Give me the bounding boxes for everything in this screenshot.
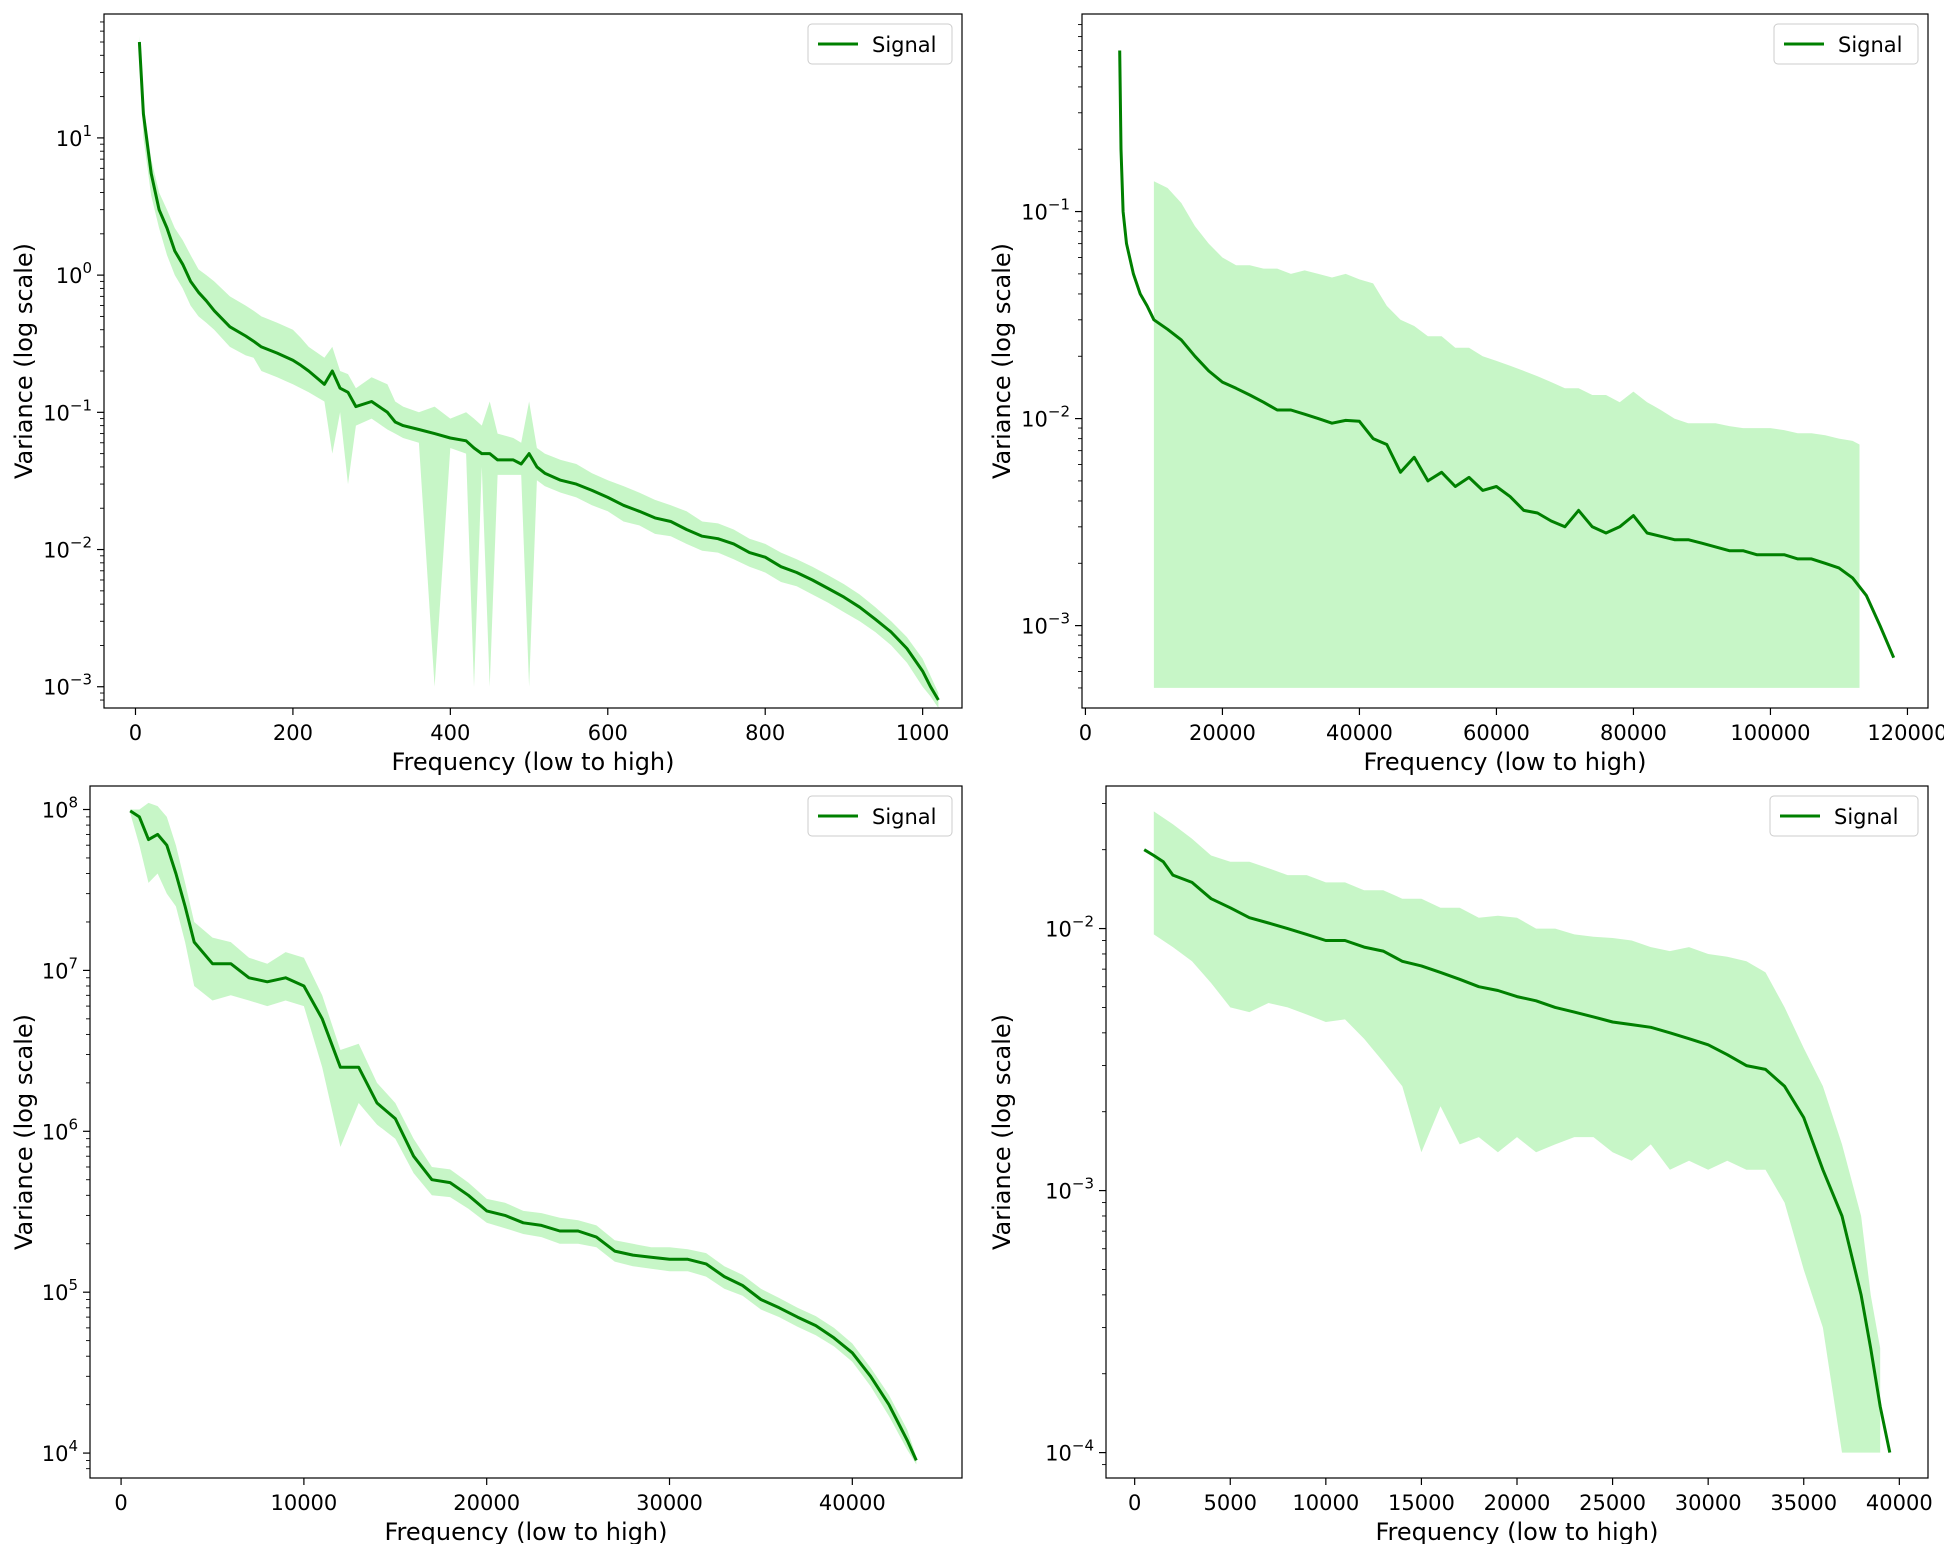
variance-band-2-0 bbox=[130, 802, 917, 1465]
y-tick-label: 10−2 bbox=[1021, 403, 1070, 432]
x-axis-label: Frequency (low to high) bbox=[1364, 748, 1647, 776]
x-tick-label: 25000 bbox=[1579, 1491, 1646, 1515]
x-axis-label: Frequency (low to high) bbox=[385, 1518, 668, 1544]
legend: Signal bbox=[807, 23, 953, 65]
legend-label: Signal bbox=[872, 805, 937, 829]
x-tick-label: 5000 bbox=[1204, 1491, 1257, 1515]
x-tick-label: 20000 bbox=[1189, 721, 1256, 745]
x-tick-label: 400 bbox=[430, 721, 470, 745]
signal-line-1-0 bbox=[1118, 50, 1896, 659]
y-axis-label: Variance (log scale) bbox=[10, 1014, 38, 1250]
x-tick-label: 10000 bbox=[1292, 1491, 1359, 1515]
axes-frame bbox=[89, 785, 963, 1479]
x-tick-label: 1000 bbox=[896, 721, 949, 745]
variance-band-0-0 bbox=[139, 36, 939, 708]
y-tick-label: 104 bbox=[42, 1437, 78, 1466]
y-axis-label: Variance (log scale) bbox=[988, 243, 1016, 479]
legend-label: Signal bbox=[872, 33, 937, 57]
x-tick-label: 30000 bbox=[1675, 1491, 1742, 1515]
panel-top-left-chart: 0 200 400 600 800 1000 10−3 10−2 10−1 100 101 Frequ… bbox=[10, 13, 963, 776]
x-axis-label: Frequency (low to high) bbox=[392, 748, 675, 776]
signal-line-2-0 bbox=[129, 809, 918, 1462]
legend: Signal bbox=[1773, 23, 1919, 65]
x-tick-label: 0 bbox=[114, 1491, 127, 1515]
x-tick-label: 100000 bbox=[1730, 721, 1810, 745]
axes-frame bbox=[103, 13, 963, 709]
signal-line-0-0 bbox=[137, 41, 940, 701]
x-tick-label: 20000 bbox=[1484, 1491, 1551, 1515]
y-tick-label: 108 bbox=[42, 794, 78, 823]
x-tick-label: 120000 bbox=[1867, 721, 1944, 745]
y-tick-label: 10−2 bbox=[43, 534, 92, 563]
variance-band-3-0 bbox=[1153, 811, 1881, 1453]
y-axis-label: Variance (log scale) bbox=[988, 1014, 1016, 1250]
y-tick-label: 106 bbox=[42, 1115, 78, 1144]
x-tick-label: 200 bbox=[273, 721, 313, 745]
x-tick-label: 10000 bbox=[270, 1491, 337, 1515]
y-tick-label: 10−3 bbox=[43, 671, 92, 700]
x-axis-label: Frequency (low to high) bbox=[1376, 1518, 1659, 1544]
y-tick-label: 101 bbox=[56, 122, 92, 151]
x-tick-label: 40000 bbox=[819, 1491, 886, 1515]
variance-band-1-0 bbox=[1153, 181, 1860, 688]
x-tick-label: 80000 bbox=[1600, 721, 1667, 745]
y-tick-label: 10−3 bbox=[1045, 1175, 1094, 1204]
x-tick-label: 600 bbox=[588, 721, 628, 745]
x-tick-label: 800 bbox=[745, 721, 785, 745]
y-tick-label: 100 bbox=[56, 259, 92, 288]
panel-bottom-right-chart: 0 5000 10000 15000 20000 25000 30000 35000 40000… bbox=[988, 785, 1933, 1544]
y-axis-label: Variance (log scale) bbox=[10, 243, 38, 479]
x-tick-label: 0 bbox=[1079, 721, 1092, 745]
axes-frame bbox=[1081, 13, 1929, 709]
y-tick-label: 105 bbox=[42, 1276, 78, 1305]
y-tick-label: 10−1 bbox=[43, 396, 92, 425]
y-tick-label: 10−1 bbox=[1021, 196, 1070, 225]
x-tick-label: 40000 bbox=[1326, 721, 1393, 745]
legend-label: Signal bbox=[1834, 805, 1899, 829]
x-tick-label: 20000 bbox=[453, 1491, 520, 1515]
x-tick-label: 0 bbox=[1128, 1491, 1141, 1515]
y-tick-label: 10−4 bbox=[1045, 1437, 1094, 1466]
panel-top-right-chart: 0 20000 40000 60000 80000 100000 120000 10−3 10−… bbox=[988, 13, 1944, 776]
x-tick-label: 0 bbox=[129, 721, 142, 745]
y-tick-label: 10−3 bbox=[1021, 610, 1070, 639]
x-tick-label: 35000 bbox=[1770, 1491, 1837, 1515]
x-tick-label: 15000 bbox=[1388, 1491, 1455, 1515]
legend: Signal bbox=[1769, 795, 1919, 837]
y-tick-label: 10−2 bbox=[1045, 913, 1094, 942]
x-tick-label: 40000 bbox=[1866, 1491, 1933, 1515]
legend-label: Signal bbox=[1838, 33, 1903, 57]
y-tick-label: 107 bbox=[42, 954, 78, 983]
x-tick-label: 60000 bbox=[1463, 721, 1530, 745]
signal-line-3-0 bbox=[1143, 848, 1892, 1453]
legend: Signal bbox=[807, 795, 953, 837]
panel-bottom-left-chart: 0 10000 20000 30000 40000 104 105 106 107 108 Freq… bbox=[10, 785, 963, 1544]
x-tick-label: 30000 bbox=[636, 1491, 703, 1515]
